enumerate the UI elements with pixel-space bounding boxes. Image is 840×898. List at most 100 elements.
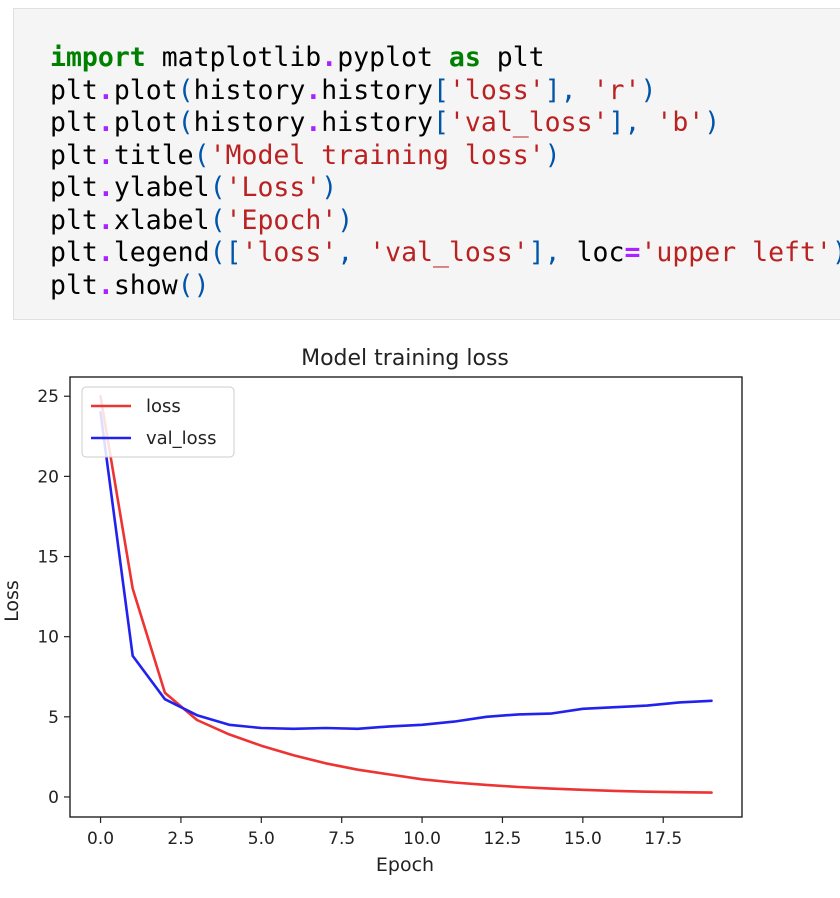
code-token: . xyxy=(97,204,114,236)
code-token: plot xyxy=(113,107,178,138)
x-axis-label: Epoch xyxy=(376,854,434,876)
code-line[interactable]: plt.plot(history.history['val_loss'], 'b… xyxy=(50,107,840,140)
code-token: as xyxy=(448,42,481,73)
code-token: history xyxy=(193,74,306,106)
y-axis-label: Loss xyxy=(1,580,23,622)
code-token: plt xyxy=(50,107,98,138)
code-token: plt xyxy=(480,42,545,73)
y-tick-label: 25 xyxy=(37,387,59,407)
code-token: ) xyxy=(640,74,657,106)
code-token: pyplot xyxy=(337,42,449,73)
code-token: . xyxy=(305,74,322,106)
code-token: ) xyxy=(337,204,354,236)
x-tick-label: 5.0 xyxy=(248,829,275,849)
code-cell[interactable]: import matplotlib.pyplot as plt plt.plot(… xyxy=(13,8,840,320)
code-line[interactable]: plt.legend(['loss', 'val_loss'], loc='up… xyxy=(50,237,840,270)
code-token: ( xyxy=(209,172,226,203)
code-token: . xyxy=(97,172,114,203)
legend-label-val-loss: val_loss xyxy=(146,428,216,449)
code-token: . xyxy=(97,139,114,171)
y-tick-label: 10 xyxy=(37,628,59,648)
code-token: ( xyxy=(177,107,194,138)
code-token: 'r' xyxy=(592,74,641,106)
code-token: 'Epoch' xyxy=(225,204,338,236)
code-line[interactable]: import matplotlib.pyplot as plt xyxy=(50,42,840,75)
code-token: 'loss' xyxy=(241,237,338,268)
code-token: history xyxy=(321,74,433,106)
chart-title: Model training loss xyxy=(301,346,509,371)
code-token: plot xyxy=(113,74,178,106)
x-tick-label: 10.0 xyxy=(403,829,441,849)
x-tick-label: 12.5 xyxy=(484,829,522,849)
code-token: 'loss' xyxy=(448,74,545,106)
code-token: 'val_loss' xyxy=(448,107,609,138)
code-line[interactable]: plt.xlabel('Epoch') xyxy=(50,205,840,238)
y-tick-label: 0 xyxy=(48,788,59,808)
code-token: . xyxy=(97,107,114,138)
code-token: plt xyxy=(50,139,98,171)
code-token: . xyxy=(97,237,114,268)
code-token: 'Loss' xyxy=(225,172,322,203)
code-block[interactable]: import matplotlib.pyplot as plt plt.plot(… xyxy=(50,42,840,302)
code-line[interactable]: plt.show() xyxy=(50,270,840,303)
legend-label-loss: loss xyxy=(146,396,181,417)
x-tick-label: 2.5 xyxy=(167,829,194,849)
code-token: ylabel xyxy=(113,172,210,203)
code-token: plt xyxy=(50,204,98,236)
series-line-val-loss xyxy=(99,411,713,731)
code-token: 'Model training loss' xyxy=(209,139,545,171)
code-token: . xyxy=(97,269,114,301)
code-token: , xyxy=(337,237,354,268)
x-tick-label: 15.0 xyxy=(564,829,602,849)
code-token: () xyxy=(177,269,210,301)
code-token: loc xyxy=(560,237,625,268)
code-token: matplotlib xyxy=(145,42,322,73)
code-token: [ xyxy=(432,107,449,138)
output-area: 0.0 2.5 5.0 7.5 10.0 12.5 15.0 17.5 0 5 10 15 20 25 M… xyxy=(0,330,840,890)
code-token: ) xyxy=(321,172,338,203)
code-line[interactable]: plt.plot(history.history['loss'], 'r') xyxy=(50,75,840,108)
code-token: legend xyxy=(113,237,210,268)
code-token xyxy=(353,237,369,268)
code-token: plt xyxy=(50,237,98,268)
code-token: ) xyxy=(704,107,721,138)
code-token: ) xyxy=(832,237,840,268)
code-token: 'val_loss' xyxy=(369,237,529,268)
y-tick-label: 15 xyxy=(37,548,59,568)
code-line[interactable]: plt.title('Model training loss') xyxy=(50,140,840,173)
code-token xyxy=(640,107,656,138)
code-token: . xyxy=(321,42,338,73)
code-token: ( xyxy=(193,139,210,171)
code-token: ], xyxy=(608,107,641,138)
code-token: ) xyxy=(544,139,561,171)
legend: loss val_loss xyxy=(81,386,235,458)
code-token: plt xyxy=(50,172,98,203)
code-token: show xyxy=(113,269,178,301)
code-token: import xyxy=(50,42,146,73)
code-token: xlabel xyxy=(113,204,210,236)
code-token xyxy=(577,75,593,106)
code-token: history xyxy=(193,107,306,138)
series-line-loss xyxy=(99,394,713,794)
code-token: history xyxy=(321,107,433,138)
code-token: ( xyxy=(177,74,194,106)
x-tick-label: 17.5 xyxy=(644,829,682,849)
legend-box xyxy=(81,386,235,458)
code-token: 'upper left' xyxy=(640,237,832,268)
code-token: ], xyxy=(528,237,561,268)
code-token: ], xyxy=(544,74,577,106)
code-token: title xyxy=(113,139,194,171)
code-token: . xyxy=(97,74,114,106)
loss-chart: 0.0 2.5 5.0 7.5 10.0 12.5 15.0 17.5 0 5 10 15 20 25 M… xyxy=(1,346,743,876)
y-tick-label: 5 xyxy=(48,708,59,728)
code-token: plt xyxy=(50,269,98,301)
code-line[interactable]: plt.ylabel('Loss') xyxy=(50,172,840,205)
y-tick-label: 20 xyxy=(37,467,59,487)
x-tick-label: 0.0 xyxy=(87,829,114,849)
code-token: . xyxy=(305,107,322,138)
code-token: ([ xyxy=(209,237,242,268)
x-tick-label: 7.5 xyxy=(328,829,355,849)
code-token: plt xyxy=(50,74,98,106)
code-token: 'b' xyxy=(656,107,705,138)
code-token: [ xyxy=(432,74,449,106)
